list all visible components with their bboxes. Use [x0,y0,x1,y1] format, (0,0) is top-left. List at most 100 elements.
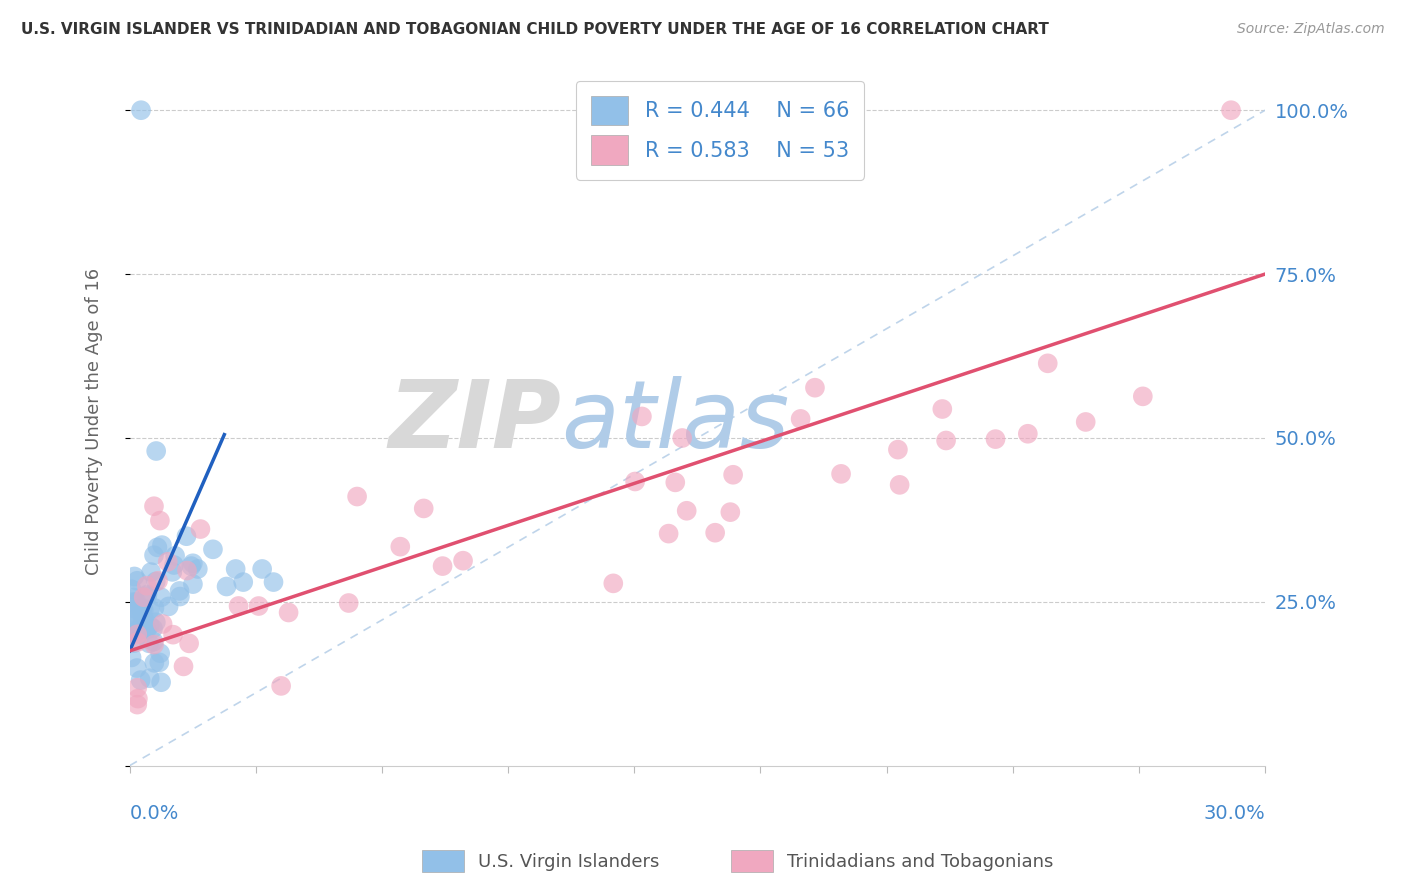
Point [277,606,299,620]
Point [127,681,149,695]
Point [127,627,149,641]
Point [124,602,146,616]
Point [127,574,149,588]
Point [145,615,167,630]
Point [631,409,654,424]
Point [602,576,624,591]
Point [142,634,165,648]
Point [201,542,224,557]
Point [721,467,744,482]
Point [162,628,184,642]
Point [718,505,741,519]
Point [139,602,162,616]
Point [169,583,191,598]
Point [451,554,474,568]
Text: Source: ZipAtlas.com: Source: ZipAtlas.com [1237,22,1385,37]
Point [1132,389,1154,403]
Text: U.S. Virgin Islanders: U.S. Virgin Islanders [478,853,659,871]
Text: 0.0%: 0.0% [129,805,179,823]
Point [1220,103,1243,118]
Point [122,625,145,640]
Point [129,673,152,687]
Point [150,538,173,552]
Point [135,622,157,636]
Point [139,565,162,579]
Point [149,646,172,660]
Point [270,679,292,693]
Point [432,559,454,574]
Point [145,574,167,589]
Point [263,575,285,590]
Point [162,565,184,579]
Point [664,475,686,490]
Point [412,501,434,516]
Point [675,504,697,518]
Point [156,555,179,569]
Point [122,626,145,640]
Point [190,522,212,536]
Point [127,691,149,706]
Point [132,613,155,627]
Legend: R = 0.444    N = 66, R = 0.583    N = 53: R = 0.444 N = 66, R = 0.583 N = 53 [576,81,865,179]
Point [149,514,172,528]
Point [1036,356,1059,370]
Point [173,659,195,673]
Point [181,556,204,570]
Point [984,432,1007,446]
Point [131,619,153,633]
Point [146,541,169,555]
Text: U.S. VIRGIN ISLANDER VS TRINIDADIAN AND TOBAGONIAN CHILD POVERTY UNDER THE AGE O: U.S. VIRGIN ISLANDER VS TRINIDADIAN AND … [21,22,1049,37]
Point [139,618,162,632]
Point [181,577,204,591]
Point [157,599,180,614]
Point [143,548,166,562]
Point [232,575,254,590]
Point [163,558,186,572]
Point [789,412,811,426]
Point [121,605,143,619]
Point [215,580,238,594]
Point [624,475,647,489]
Point [129,103,152,118]
Text: atlas: atlas [561,376,789,467]
Y-axis label: Child Poverty Under the Age of 16: Child Poverty Under the Age of 16 [86,268,103,575]
Point [658,526,681,541]
Point [127,635,149,649]
Point [131,627,153,641]
Point [389,540,412,554]
Text: 30.0%: 30.0% [1204,805,1265,823]
Point [1017,426,1039,441]
Point [132,612,155,626]
Point [121,624,143,638]
Point [176,564,198,578]
Point [135,589,157,603]
Point [122,636,145,650]
Point [830,467,852,481]
Point [176,529,198,543]
Point [121,595,143,609]
Point [121,582,143,597]
Point [346,490,368,504]
Point [135,623,157,637]
Point [169,590,191,604]
Point [671,431,693,445]
Point [225,562,247,576]
Point [931,402,953,417]
Point [150,591,173,605]
Point [179,636,201,650]
Point [804,381,827,395]
Point [187,562,209,576]
Point [122,591,145,605]
Point [228,599,250,613]
Point [148,656,170,670]
Point [143,638,166,652]
Point [138,671,160,685]
Point [136,588,159,602]
Point [152,617,174,632]
Point [143,500,166,514]
Point [132,591,155,605]
Text: Trinidadians and Tobagonians: Trinidadians and Tobagonians [787,853,1053,871]
Point [125,595,148,609]
Point [150,675,173,690]
Point [142,621,165,635]
